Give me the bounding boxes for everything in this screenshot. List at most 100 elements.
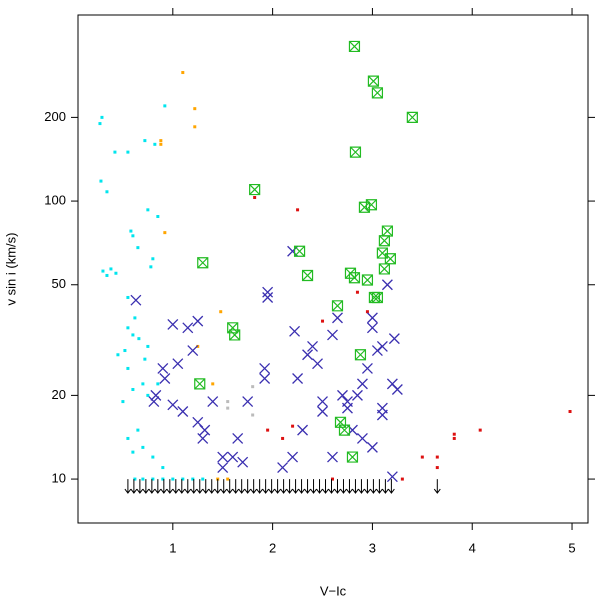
y-tick-label: 100 — [44, 193, 66, 208]
upper-limit-arrow — [334, 479, 341, 494]
data-cross — [262, 286, 274, 298]
data-cross — [366, 312, 378, 324]
upper-limit-arrow — [196, 479, 204, 494]
data-cross — [167, 399, 179, 411]
data-point — [435, 466, 439, 470]
upper-limit-arrow — [220, 479, 228, 494]
upper-limit-arrow — [130, 479, 138, 494]
data-point — [121, 400, 125, 404]
data-boxcross — [349, 146, 362, 158]
data-boxcross — [338, 424, 351, 436]
data-point — [420, 455, 424, 459]
data-cross — [356, 432, 368, 444]
data-point — [478, 428, 482, 432]
data-boxcross — [354, 349, 367, 361]
data-boxcross — [371, 291, 384, 304]
data-cross — [217, 451, 229, 463]
data-boxcross — [348, 272, 361, 284]
data-point — [123, 349, 127, 353]
data-boxcross — [293, 245, 306, 257]
data-point — [100, 115, 104, 119]
data-point — [452, 432, 456, 436]
upper-limit-arrow — [268, 479, 276, 494]
data-point — [355, 290, 359, 294]
data-point — [153, 142, 157, 146]
data-point — [159, 139, 163, 143]
data-point — [114, 271, 118, 275]
data-point — [226, 400, 230, 404]
upper-limit-arrow — [316, 479, 323, 494]
data-point — [101, 269, 105, 273]
data-point — [161, 466, 165, 470]
x-tick-label: 2 — [269, 540, 276, 555]
data-point — [146, 208, 150, 212]
data-boxcross — [367, 75, 380, 87]
data-cross — [312, 358, 323, 370]
upper-limit-arrow — [208, 479, 216, 494]
upper-limit-arrow — [142, 479, 150, 494]
upper-limit-arrow — [160, 479, 168, 494]
data-point — [105, 273, 109, 277]
upper-limit-arrow — [304, 479, 311, 494]
data-point — [163, 104, 167, 108]
y-tick-label: 50 — [52, 276, 66, 291]
data-point — [226, 477, 230, 481]
data-cross — [159, 373, 171, 384]
y-tick-label: 10 — [52, 471, 66, 486]
x-tick-label: 3 — [369, 540, 376, 555]
data-point — [331, 477, 335, 481]
data-point — [129, 229, 133, 233]
x-tick-label: 4 — [469, 540, 476, 555]
data-point — [126, 295, 130, 299]
data-point — [219, 310, 223, 314]
data-cross — [199, 424, 211, 436]
upper-limit-arrow — [178, 479, 186, 494]
data-point — [191, 477, 195, 481]
upper-limit-arrow — [232, 479, 240, 494]
data-point — [193, 107, 197, 111]
upper-limit-arrow — [184, 479, 192, 494]
data-point — [193, 125, 197, 129]
upper-limit-arrow — [370, 479, 377, 494]
data-point — [171, 477, 175, 481]
upper-limit-arrow — [346, 479, 353, 494]
data-cross — [259, 373, 271, 384]
data-point — [151, 455, 155, 459]
data-boxcross — [378, 263, 390, 275]
data-cross — [167, 318, 179, 330]
upper-limit-arrow — [322, 479, 329, 494]
data-cross — [351, 389, 363, 401]
upper-limit-arrow — [358, 479, 365, 494]
data-point — [131, 333, 135, 337]
data-cross — [337, 389, 348, 401]
data-point — [296, 208, 300, 212]
data-point — [201, 477, 205, 481]
data-boxcross — [371, 87, 384, 99]
upper-limit-arrow — [328, 479, 335, 494]
data-point — [113, 150, 117, 154]
data-point — [151, 477, 155, 481]
data-point — [116, 353, 120, 357]
upper-limit-arrow — [274, 479, 282, 494]
data-cross — [182, 322, 194, 334]
upper-limit-arrow — [298, 479, 305, 494]
data-point — [136, 246, 140, 250]
upper-limit-arrow — [433, 479, 441, 494]
data-boxcross — [346, 451, 359, 463]
upper-limit-arrow — [250, 479, 258, 494]
data-cross — [148, 396, 160, 408]
data-point — [133, 477, 137, 481]
data-cross — [327, 329, 338, 341]
data-cross — [150, 389, 162, 401]
data-cross — [277, 462, 289, 474]
data-boxcross — [194, 378, 206, 390]
plot-frame — [77, 14, 589, 524]
data-point — [105, 190, 109, 194]
data-point — [141, 477, 145, 481]
data-cross — [376, 340, 388, 352]
data-cross — [317, 396, 328, 408]
data-cross — [356, 378, 368, 390]
data-point — [251, 413, 255, 417]
data-point — [291, 424, 295, 428]
x-tick-label: 5 — [568, 540, 575, 555]
